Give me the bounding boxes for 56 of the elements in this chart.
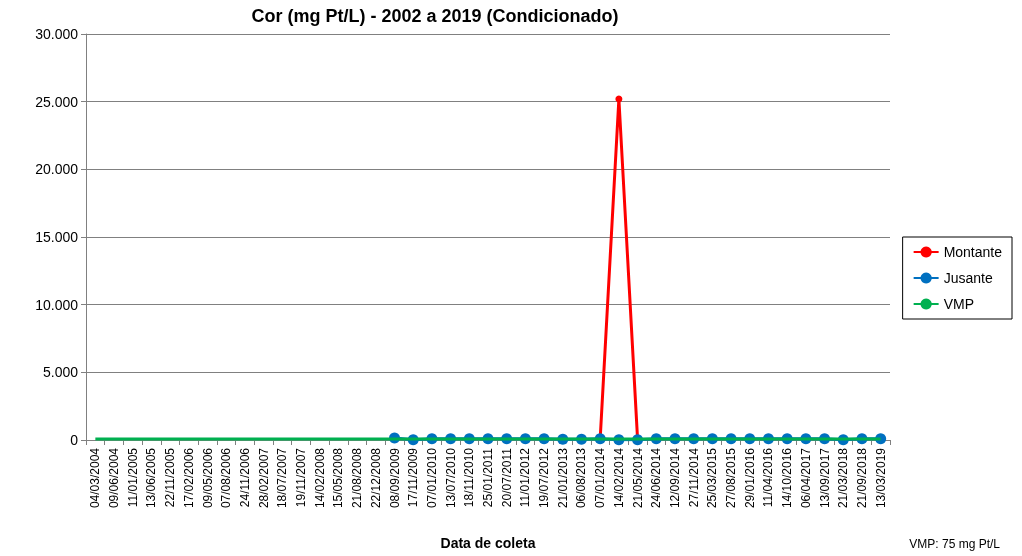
y-tick-label: 10.000 (35, 296, 79, 313)
x-tick-label: 14/02/2008 (312, 447, 327, 509)
x-tick-label: 21/09/2018 (854, 447, 869, 509)
x-tick-label: 06/08/2013 (574, 447, 589, 509)
x-tick-label: 11/04/2016 (761, 447, 776, 508)
y-tick-label: 20.000 (35, 161, 79, 178)
chart-title: Cor (mg Pt/L) - 2002 a 2019 (Condicionado) (251, 6, 619, 26)
x-tick-label: 20/07/2011 (499, 447, 514, 508)
x-tick-label: 27/08/2015 (724, 447, 739, 509)
text: VMP: 75 mg Pt/L (909, 537, 1001, 551)
legend-label: Jusante (943, 270, 993, 286)
x-tick-label: 21/01/2013 (555, 447, 570, 509)
x-tick-label: 13/09/2017 (817, 447, 832, 509)
x-axis-title: Data de coleta (440, 535, 536, 551)
x-tick-label: 27/11/2014 (686, 447, 701, 508)
legend-label: Montante (943, 244, 1003, 260)
x-tick-label: 09/06/2004 (107, 447, 122, 509)
x-tick-label: 13/07/2010 (443, 447, 458, 509)
x-tick-label: 07/08/2006 (219, 447, 234, 509)
x-tick-label: 04/03/2004 (88, 447, 103, 509)
x-tick-label: 21/05/2014 (630, 447, 645, 509)
x-tick-label: 21/08/2008 (350, 447, 365, 509)
x-tick-label: 18/07/2007 (275, 447, 290, 509)
x-tick-label: 13/03/2019 (873, 447, 888, 509)
x-tick-label: 25/03/2015 (705, 447, 720, 509)
x-tick-label: 24/06/2014 (649, 447, 664, 509)
y-tick-label: 30.000 (35, 26, 79, 42)
x-tick-label: 15/05/2008 (331, 447, 346, 509)
x-tick-label: 12/09/2014 (667, 447, 682, 509)
y-tick-label: 15.000 (35, 229, 79, 245)
x-tick-label: 19/07/2012 (537, 447, 552, 509)
x-tick-label: 11/01/2005 (125, 447, 140, 508)
x-tick-label: 18/11/2010 (462, 447, 477, 508)
x-tick-label: 19/11/2007 (294, 447, 309, 508)
x-tick-label: 17/02/2006 (181, 447, 196, 509)
x-tick-label: 25/01/2011 (481, 447, 495, 508)
x-tick-label: 24/11/2006 (237, 447, 252, 508)
x-tick-label: 17/11/2009 (406, 447, 421, 508)
x-tick-label: 07/01/2010 (424, 447, 439, 509)
x-tick-label: 22/12/2008 (368, 447, 383, 509)
x-tick-label: 14/02/2014 (611, 447, 626, 509)
legend-label: VMP (943, 296, 974, 312)
x-tick-label: 29/01/2016 (742, 447, 757, 509)
x-tick-label: 14/10/2016 (780, 447, 795, 509)
x-tick-label: 07/01/2014 (593, 447, 608, 509)
x-tick-label: 06/04/2017 (798, 447, 813, 509)
y-tick-label: 0 (70, 432, 79, 448)
x-tick-label: 11/01/2012 (518, 447, 533, 508)
x-tick-label: 08/09/2009 (387, 447, 402, 509)
x-tick-label: 21/03/2018 (836, 447, 851, 509)
y-tick-label: 5.000 (42, 364, 79, 381)
x-tick-label: 22/11/2005 (163, 447, 178, 508)
x-tick-label: 09/05/2006 (200, 447, 215, 509)
x-tick-label: 13/06/2005 (144, 447, 159, 509)
y-tick-label: 25.000 (35, 93, 79, 110)
x-tick-label: 28/02/2007 (256, 447, 271, 509)
